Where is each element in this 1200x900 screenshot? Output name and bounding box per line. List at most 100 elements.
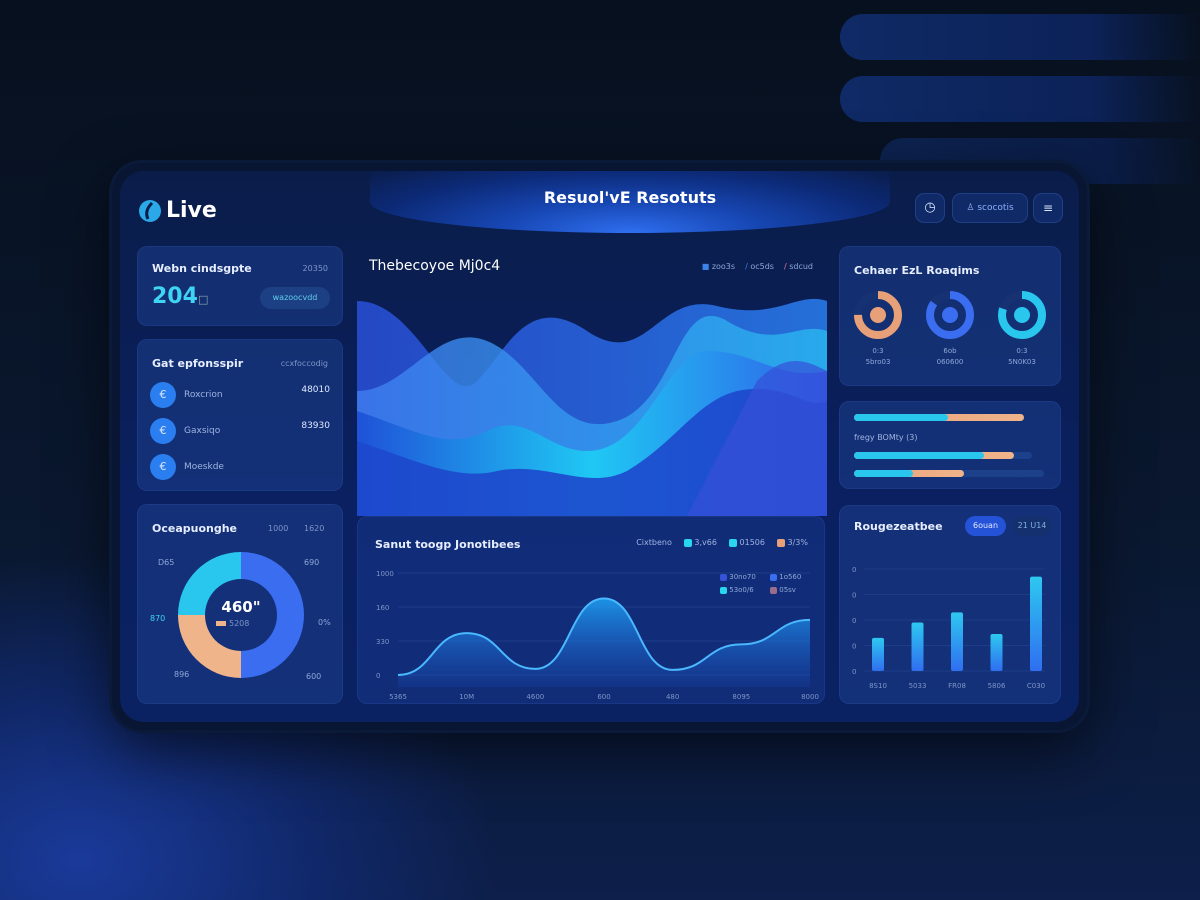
item-icon: € xyxy=(150,382,176,408)
area-title: Sanut toogp Jonotibees xyxy=(375,538,521,551)
list-card: Gat epfonsspir ccxfoccodig € Roxcrion 48… xyxy=(137,339,343,491)
slice-label: 896 xyxy=(174,670,189,679)
list-item[interactable]: € Moeskde xyxy=(150,454,330,480)
legend-item[interactable]: 3/3% xyxy=(776,538,808,547)
item-value: 48010 xyxy=(301,385,330,395)
slice-label: 600 xyxy=(306,672,321,681)
area-legend: Cixtbeno 3,v66 01506 3/3% xyxy=(636,538,808,547)
ring-gauge[interactable]: 0:3 5bro03 xyxy=(850,287,906,377)
bar[interactable] xyxy=(911,622,924,671)
rings-title: Cehaer EzL Roaqims xyxy=(854,264,980,277)
page-title: Resuol'vE Resotuts xyxy=(543,188,717,207)
wave-chart xyxy=(357,298,827,516)
dashboard-device: Live Resuol'vE Resotuts ◷ ♙ scocotis ≡ W… xyxy=(112,163,1087,730)
progress-label: fregy BOMty (3) xyxy=(854,433,918,442)
donut-card: Oceapuonghe 1000 1620 D65 690 870 0% 896 600 … xyxy=(137,504,343,704)
slice-label: 870 xyxy=(150,614,165,623)
donut-meta: 1620 xyxy=(304,524,325,533)
area-fill xyxy=(398,598,810,687)
donut-chart: D65 690 870 0% 896 600 xyxy=(150,552,331,681)
timer-button[interactable]: ◷ xyxy=(915,193,945,223)
list-item[interactable]: € Roxcrion 48010 xyxy=(150,382,330,408)
legend-item[interactable]: 05sv xyxy=(770,586,820,594)
ring-gauge[interactable]: 6ob 060600 xyxy=(922,287,978,377)
user-icon: ♙ xyxy=(966,203,975,213)
tab-active[interactable]: 6ouan xyxy=(965,516,1006,536)
account-button[interactable]: ♙ scocotis xyxy=(952,193,1028,223)
account-label: scocotis xyxy=(977,203,1014,213)
x-tick-label: C030 xyxy=(1027,682,1045,690)
item-icon: € xyxy=(150,418,176,444)
legend-item[interactable]: / oc5ds xyxy=(745,262,774,271)
progress-bar xyxy=(854,414,1024,421)
logo[interactable]: Live xyxy=(138,198,217,223)
ring-gauge[interactable]: 0:3 5N0K03 xyxy=(994,287,1050,377)
stat-card: Webn cindsgpte 20350 204□ wazoocvdd xyxy=(137,246,343,326)
x-tick-label: 5033 xyxy=(909,682,927,690)
bar[interactable] xyxy=(951,612,963,671)
progress-bar xyxy=(854,470,1044,477)
ring-label: 0:3 xyxy=(1016,347,1028,355)
bar-card: Rougezeatbee 6ouan 21 U14 0 0 0 0 0 8S10 5033 F… xyxy=(839,505,1061,704)
area-legend-inner: 30no70 1o560 53o0/6 05sv xyxy=(720,573,820,594)
item-value: 83930 xyxy=(301,421,330,431)
item-label: Moeskde xyxy=(184,462,224,472)
donut-center-label: 5208 xyxy=(216,619,249,628)
donut-meta: 1000 xyxy=(268,524,289,533)
x-tick-label: 8S10 xyxy=(869,682,887,690)
donut-slice[interactable] xyxy=(178,615,241,678)
y-tick-label: 0 xyxy=(852,668,856,676)
legend-item[interactable]: / sdcud xyxy=(783,262,813,271)
legend-item[interactable]: 1o560 xyxy=(770,573,820,581)
ring-label: 0:3 xyxy=(872,347,884,355)
ring-value: 5bro03 xyxy=(865,358,891,366)
bar[interactable] xyxy=(1030,576,1042,671)
ring-value: 060600 xyxy=(936,358,964,366)
item-label: Roxcrion xyxy=(184,390,223,400)
legend-item[interactable]: 3,v66 xyxy=(683,538,717,547)
y-tick-label: 0 xyxy=(376,672,380,680)
decor-stripe xyxy=(840,76,1200,122)
y-tick-label: 160 xyxy=(376,604,389,612)
stat-meta: 20350 xyxy=(302,264,328,273)
slice-label: D65 xyxy=(158,558,174,567)
stat-title: Webn cindsgpte xyxy=(152,262,252,275)
rings-card: Cehaer EzL Roaqims 0:3 5bro03 6ob 060600… xyxy=(839,246,1061,386)
main-chart-title: Thebecoyoe Mj0c4 xyxy=(369,258,501,274)
y-tick-label: 0 xyxy=(852,643,856,651)
tab-other[interactable]: 21 U14 xyxy=(1012,516,1052,536)
decor-stripe xyxy=(840,14,1200,60)
bar-chart: 0 0 0 0 0 8S10 5033 FR08 5806 C030 xyxy=(852,566,1045,690)
y-tick-label: 0 xyxy=(852,566,856,574)
list-title: Gat epfonsspir xyxy=(152,357,244,370)
donut-slice[interactable] xyxy=(241,552,304,678)
menu-button[interactable]: ≡ xyxy=(1033,193,1063,223)
x-tick-label: 5806 xyxy=(988,682,1006,690)
x-tick-label: 600 xyxy=(597,693,610,701)
donut-slice[interactable] xyxy=(178,552,241,615)
y-tick-label: 1000 xyxy=(376,570,394,578)
x-tick-label: 4600 xyxy=(526,693,544,701)
legend-item[interactable]: 01506 xyxy=(728,538,765,547)
legend-item[interactable]: Cixtbeno xyxy=(636,538,672,547)
main-chart-legend: ■ zoo3s / oc5ds / sdcud xyxy=(702,262,813,271)
list-meta: ccxfoccodig xyxy=(280,359,328,368)
stat-action-button[interactable]: wazoocvdd xyxy=(260,287,330,309)
donut-title: Oceapuonghe xyxy=(152,522,238,535)
ring-value: 5N0K03 xyxy=(1008,358,1036,366)
bar[interactable] xyxy=(990,634,1003,671)
x-tick-label: 8095 xyxy=(732,693,750,701)
area-chart: 0 330 160 1000 5365 10M 4600 600 480 8095 8000 xyxy=(376,570,819,701)
legend-item[interactable]: ■ zoo3s xyxy=(701,262,736,271)
progress-bar xyxy=(854,452,1032,459)
area-line xyxy=(397,597,811,676)
legend-item[interactable]: 30no70 xyxy=(720,573,770,581)
progress-card: fregy BOMty (3) xyxy=(839,401,1061,489)
list-item[interactable]: € Gaxsiqo 83930 xyxy=(150,418,330,444)
bar[interactable] xyxy=(872,637,884,671)
item-icon: € xyxy=(150,454,176,480)
header-glow xyxy=(370,171,890,233)
y-tick-label: 330 xyxy=(376,638,389,646)
area-card: Sanut toogp Jonotibees Cixtbeno 3,v66 01… xyxy=(357,516,825,704)
legend-item[interactable]: 53o0/6 xyxy=(720,586,770,594)
